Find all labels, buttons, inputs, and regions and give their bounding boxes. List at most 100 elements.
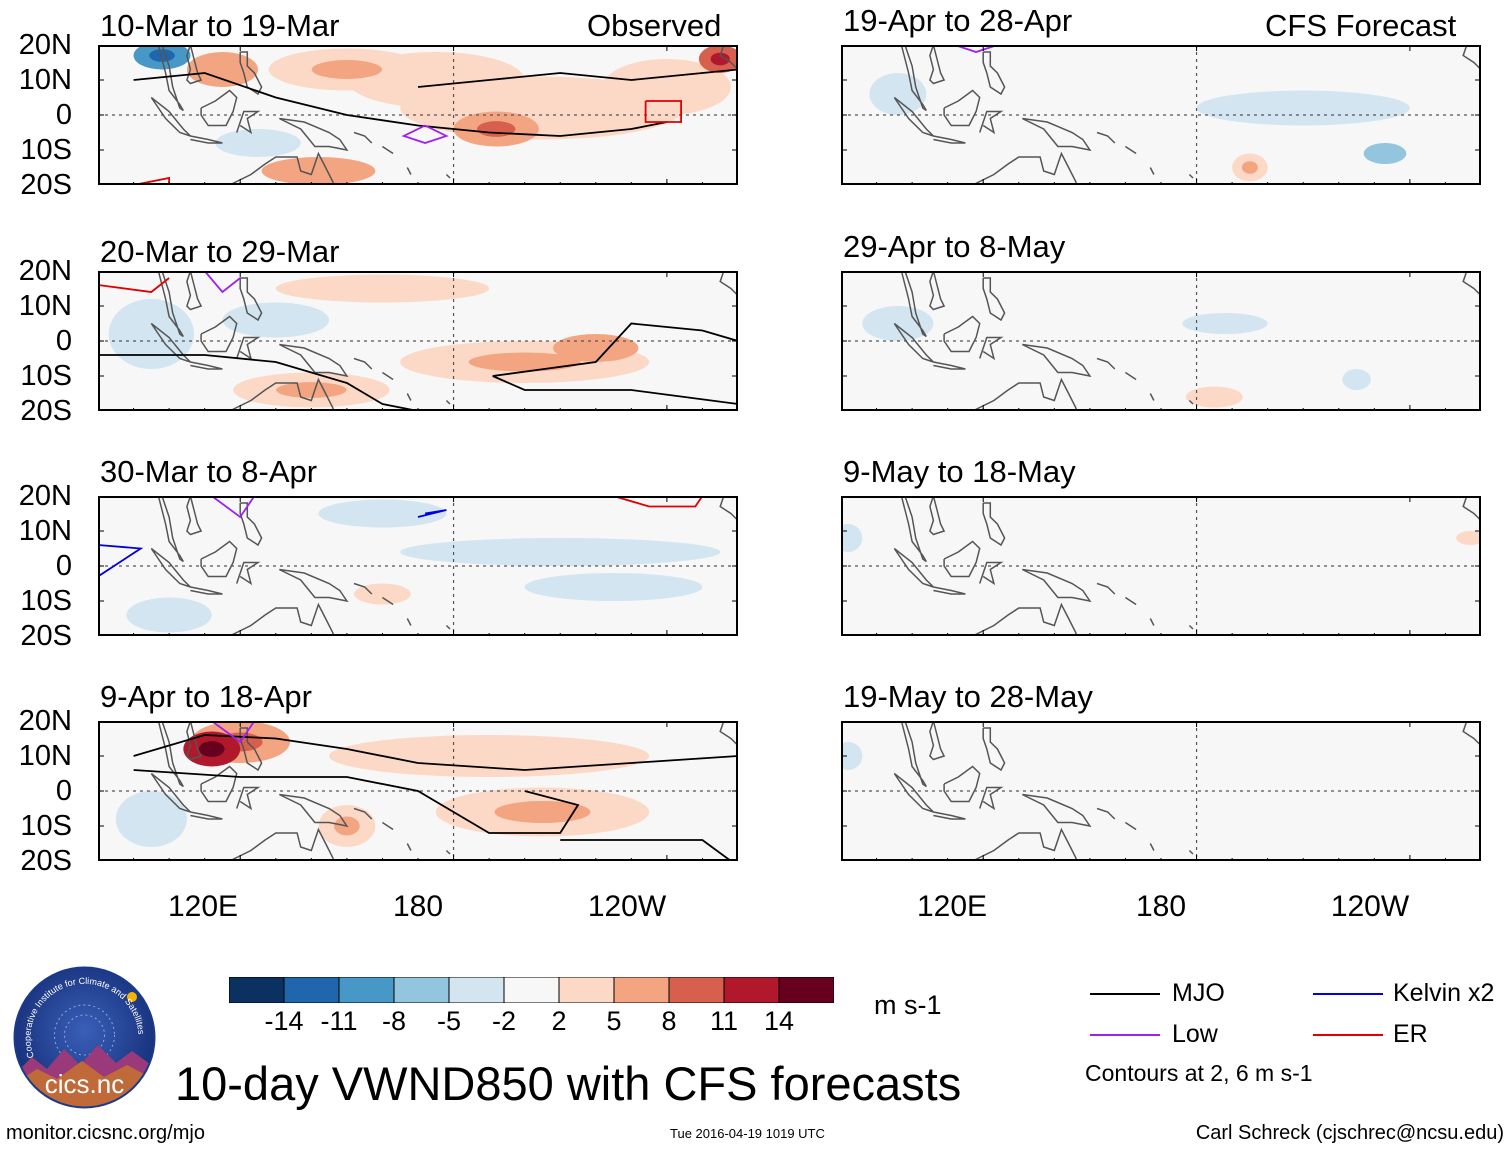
- panel-frame: [98, 271, 738, 411]
- filter-contour: [98, 354, 419, 411]
- panel-title-fc-3: 9-May to 18-May: [843, 454, 1076, 489]
- y-tick-label: 20S: [20, 620, 72, 652]
- panel-title-obs-2: 20-Mar to 29-Mar: [100, 234, 340, 269]
- source-url: monitor.cicsnc.org/mjo: [6, 1122, 205, 1144]
- negative-anomaly-shading: [1182, 313, 1268, 334]
- coastline: [1096, 807, 1116, 820]
- filter-contour: [211, 496, 256, 519]
- coastline: [150, 772, 191, 813]
- negative-anomaly-shading: [841, 742, 863, 770]
- y-tick-label: 10N: [18, 515, 72, 547]
- coastline: [381, 145, 394, 155]
- x-tick-label: 120W: [587, 890, 667, 923]
- coastline: [982, 51, 1006, 96]
- panel-title-fc-1: 19-Apr to 28-Apr: [843, 3, 1073, 38]
- legend-label-kelvin: Kelvin x2: [1393, 979, 1495, 1007]
- coastline: [190, 586, 223, 595]
- coastline: [1149, 843, 1155, 851]
- y-tick-label: 20N: [18, 29, 72, 61]
- negative-anomaly-shading: [1196, 90, 1410, 126]
- coastline: [1462, 271, 1481, 297]
- anomaly-core-shading: [468, 352, 581, 372]
- coastline: [1021, 568, 1092, 603]
- coastline: [900, 721, 927, 788]
- coastline: [150, 322, 191, 363]
- colorbar: [228, 976, 835, 1004]
- legend-label-low: Low: [1172, 1020, 1218, 1048]
- coastline: [933, 135, 966, 144]
- filter-contour: [417, 68, 738, 88]
- coastline: [900, 496, 927, 563]
- y-tick-label: 20S: [20, 395, 72, 427]
- coastline: [227, 827, 335, 861]
- y-tick-label: 0: [55, 325, 72, 357]
- y-tick-label: 10S: [20, 134, 72, 166]
- anomaly-core-shading: [198, 741, 225, 757]
- x-tick-label: 120E: [167, 890, 239, 923]
- anomaly-core-shading: [494, 800, 591, 824]
- colorbar-units: m s-1: [874, 990, 942, 1020]
- coastline: [943, 540, 981, 578]
- colorbar-swatch: [503, 976, 560, 1004]
- panel-obs-1: [98, 45, 738, 185]
- coastline: [1096, 357, 1116, 370]
- coastline: [353, 807, 373, 820]
- coastline: [200, 315, 238, 353]
- filter-contour: [133, 72, 668, 137]
- coastline: [719, 496, 738, 522]
- legend-label-mjo: MJO: [1172, 979, 1225, 1007]
- coastline: [157, 496, 184, 563]
- colorbar-tick-label: 8: [661, 1006, 677, 1036]
- coastline: [1188, 399, 1194, 405]
- coastline: [970, 602, 1078, 636]
- negative-anomaly-shading: [524, 573, 703, 601]
- coastline: [900, 45, 927, 112]
- coastline: [1021, 793, 1092, 828]
- main-title: 10-day VWND850 with CFS forecasts: [175, 1057, 962, 1110]
- coastline: [1149, 393, 1155, 401]
- y-tick-label: 10S: [20, 360, 72, 392]
- anomaly-core-shading: [477, 121, 516, 137]
- coastline: [1462, 496, 1481, 522]
- coastline: [157, 271, 184, 338]
- negative-anomaly-shading: [115, 791, 187, 847]
- filter-contour: [98, 544, 144, 578]
- coastline: [381, 371, 394, 381]
- coastline: [933, 811, 966, 820]
- filter-contour: [211, 721, 256, 744]
- coastline: [1149, 167, 1155, 175]
- coastline: [186, 45, 203, 85]
- colorbar-tick-label: -8: [381, 1006, 406, 1036]
- panel-fc-3: [841, 496, 1481, 636]
- coastline: [186, 496, 203, 536]
- anomaly-core-shading: [1375, 148, 1395, 159]
- filter-contour: [133, 769, 580, 834]
- panel-title-obs-3: 30-Mar to 8-Apr: [100, 454, 318, 489]
- coastline: [381, 821, 394, 831]
- panel-title-obs-4: 9-Apr to 18-Apr: [100, 679, 312, 714]
- positive-anomaly-shading: [329, 735, 650, 777]
- author-credit: Carl Schreck (cjschrec@ncsu.edu): [1195, 1122, 1504, 1144]
- colorbar-tick-label: 5: [606, 1006, 622, 1036]
- anomaly-core-shading: [311, 60, 383, 79]
- coastline: [239, 727, 263, 772]
- anomaly-core-shading: [206, 61, 239, 78]
- coastline: [239, 51, 263, 96]
- positive-anomaly-shading: [400, 76, 685, 140]
- coastline: [381, 596, 394, 606]
- coastline: [353, 357, 373, 370]
- filter-contour: [613, 496, 704, 508]
- colorbar-tick-label: 2: [551, 1006, 567, 1036]
- panel-fc-2: [841, 271, 1481, 411]
- panel-plot: [841, 721, 1481, 861]
- coastline: [1124, 596, 1137, 606]
- anomaly-core-shading: [149, 49, 175, 62]
- coastline: [929, 45, 946, 85]
- anomaly-core-shading: [292, 164, 345, 178]
- coastline: [1124, 821, 1137, 831]
- negative-anomaly-shading: [126, 597, 212, 633]
- coastline: [933, 586, 966, 595]
- colorbar-swatch: [228, 976, 285, 1004]
- panel-background: [841, 721, 1481, 861]
- coastline: [406, 843, 412, 851]
